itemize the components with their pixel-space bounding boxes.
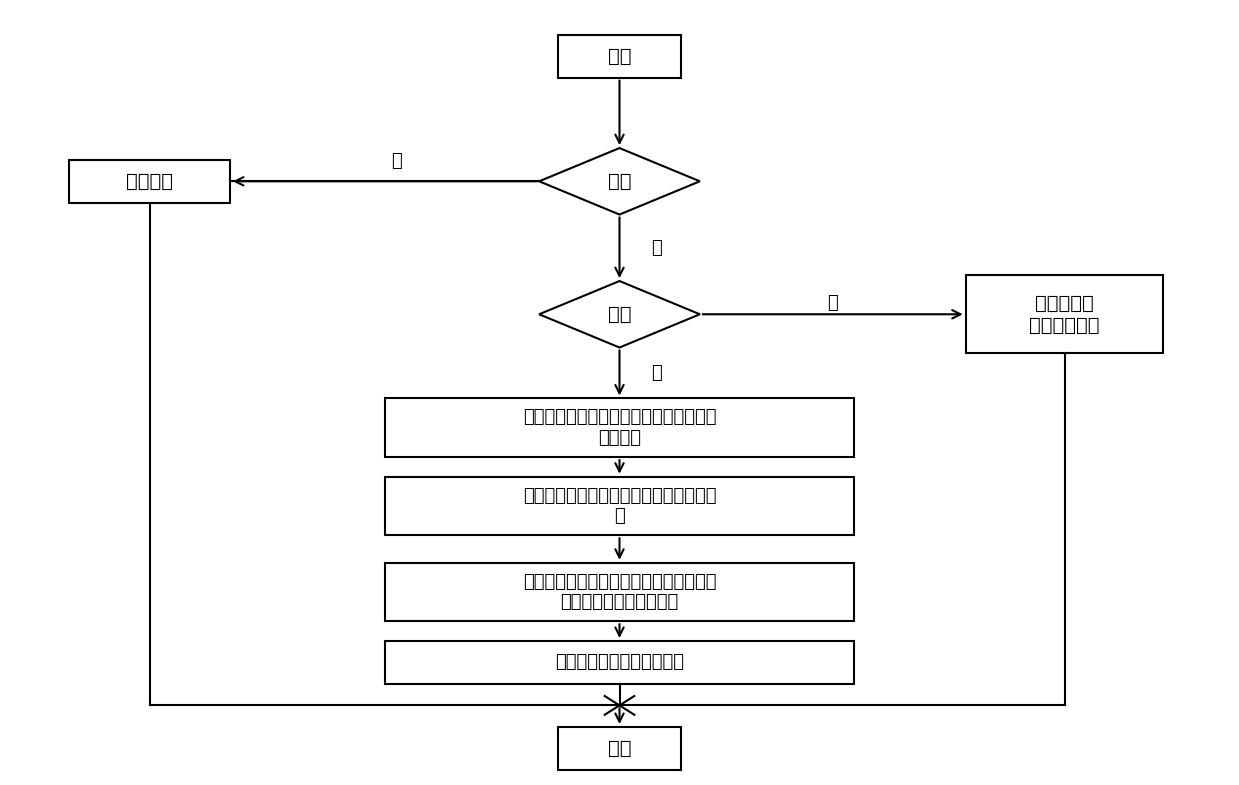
Text: 过料: 过料 bbox=[608, 305, 631, 323]
Text: 根据烟丝种类确定相应的水分基础值、测
量流量值: 根据烟丝种类确定相应的水分基础值、测 量流量值 bbox=[523, 408, 716, 447]
Polygon shape bbox=[539, 148, 700, 214]
Polygon shape bbox=[539, 281, 700, 348]
Text: 开始: 开始 bbox=[608, 46, 631, 66]
FancyBboxPatch shape bbox=[558, 35, 681, 78]
Text: 否: 否 bbox=[828, 294, 838, 312]
Text: 设备停机: 设备停机 bbox=[126, 172, 173, 191]
FancyBboxPatch shape bbox=[384, 476, 855, 535]
Text: 风选机风机
以低频率运行: 风选机风机 以低频率运行 bbox=[1030, 294, 1100, 334]
FancyBboxPatch shape bbox=[965, 276, 1163, 353]
Text: 是: 是 bbox=[652, 239, 662, 257]
Text: 在水分频率值的基础上，计算水分和流量
共同影响下的电机频率值: 在水分频率值的基础上，计算水分和流量 共同影响下的电机频率值 bbox=[523, 572, 716, 612]
FancyBboxPatch shape bbox=[558, 727, 681, 770]
FancyBboxPatch shape bbox=[384, 398, 855, 457]
FancyBboxPatch shape bbox=[384, 563, 855, 621]
Text: 结束: 结束 bbox=[608, 739, 631, 758]
FancyBboxPatch shape bbox=[384, 641, 855, 684]
FancyBboxPatch shape bbox=[69, 160, 230, 203]
Text: 启动: 启动 bbox=[608, 172, 631, 191]
Text: 确定正压风机实际运行频率: 确定正压风机实际运行频率 bbox=[555, 653, 684, 671]
Text: 根据公式计算水分单独影响下的电机频率
值: 根据公式计算水分单独影响下的电机频率 值 bbox=[523, 487, 716, 525]
Text: 是: 是 bbox=[652, 364, 662, 382]
Text: 否: 否 bbox=[392, 152, 403, 170]
